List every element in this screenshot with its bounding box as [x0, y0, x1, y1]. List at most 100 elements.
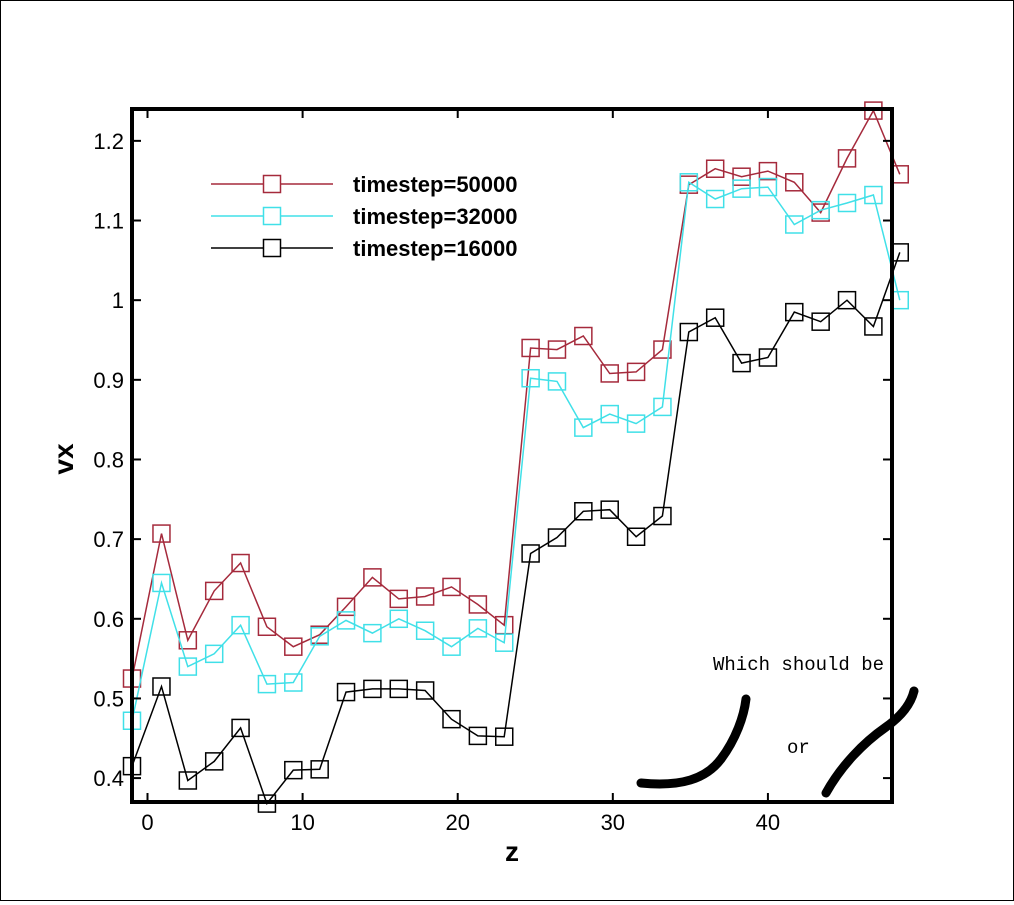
legend-marker [262, 206, 282, 226]
series-line [131, 108, 901, 679]
y-axis-label: vx [48, 443, 79, 475]
data-point [257, 674, 277, 694]
x-tick-label: 30 [601, 810, 625, 835]
data-point [653, 506, 672, 526]
data-point [468, 619, 488, 638]
data-point [363, 623, 382, 643]
data-point [626, 362, 646, 382]
data-point [837, 149, 857, 168]
data-point [204, 752, 224, 771]
data-point [442, 577, 461, 597]
legend-item: timestep=32000 [211, 204, 518, 229]
data-point [864, 317, 883, 336]
data-point [389, 679, 409, 699]
legend-item: timestep=50000 [211, 172, 518, 197]
plot-frame [130, 107, 894, 804]
annotation-which-should-be: Which should be [713, 654, 884, 676]
data-point [363, 568, 382, 587]
data-point [389, 589, 409, 609]
data-point [442, 637, 461, 656]
data-point [415, 621, 435, 640]
data-point [231, 553, 250, 573]
data-point [178, 771, 198, 790]
data-point [389, 609, 409, 629]
y-tick-label: 0.4 [93, 766, 124, 791]
data-point [705, 189, 725, 209]
data-point [837, 193, 857, 213]
data-point [600, 364, 619, 383]
data-point [547, 528, 567, 547]
data-point [600, 500, 619, 519]
data-point [705, 308, 725, 327]
data-point [521, 338, 540, 358]
data-point [415, 587, 435, 606]
data-point [626, 527, 646, 546]
x-tick-label: 0 [141, 810, 153, 835]
data-point [152, 677, 171, 696]
data-point [415, 681, 435, 700]
data-point [837, 290, 857, 310]
data-point [758, 161, 778, 181]
legend-item: timestep=16000 [211, 236, 518, 261]
data-point [178, 657, 198, 676]
data-point [547, 340, 567, 359]
y-tick-label: 1 [112, 288, 124, 313]
x-axis-label: z [505, 836, 519, 867]
data-point [231, 615, 250, 635]
x-tick-label: 40 [756, 810, 780, 835]
data-point [705, 159, 725, 178]
data-point [494, 633, 514, 652]
data-point [574, 326, 593, 346]
data-point [257, 617, 277, 637]
data-point [811, 312, 830, 331]
data-point [284, 760, 303, 780]
data-point [653, 340, 672, 359]
data-point [284, 637, 303, 656]
y-tick-label: 1.1 [93, 209, 124, 234]
annotation-or: or [787, 737, 810, 759]
legend-marker [262, 238, 282, 258]
data-point [336, 611, 356, 630]
data-point [626, 414, 646, 433]
data-point [574, 418, 593, 437]
y-tick-label: 0.5 [93, 686, 124, 711]
data-point [732, 167, 751, 186]
y-tick-label: 0.8 [93, 447, 124, 472]
data-point [310, 760, 329, 779]
x-tick-label: 20 [445, 810, 469, 835]
data-point [363, 679, 382, 699]
legend-marker [262, 174, 282, 194]
data-point [679, 322, 699, 342]
data-point [468, 595, 488, 614]
legend: timestep=50000 timestep=32000 timestep=160… [211, 172, 518, 261]
data-point [204, 581, 224, 601]
data-point [785, 173, 804, 192]
x-axis: 0 10 20 30 40 [141, 109, 780, 835]
y-axis: 0.4 0.5 0.6 0.7 0.8 0.9 1 1.1 1.2 [93, 129, 892, 791]
y-tick-label: 0.7 [93, 527, 124, 552]
data-point [811, 200, 830, 220]
data-point [785, 302, 804, 322]
data-point [231, 718, 250, 738]
data-point [547, 372, 567, 391]
data-point [864, 185, 883, 205]
data-point [521, 368, 540, 388]
data-point [336, 682, 356, 702]
y-tick-label: 0.6 [93, 607, 124, 632]
data-point [152, 573, 171, 593]
legend-label: timestep=16000 [353, 236, 518, 261]
data-point [442, 709, 461, 729]
handwritten-curve-2 [821, 686, 919, 798]
data-point [653, 397, 672, 417]
y-tick-label: 0.9 [93, 368, 124, 393]
series-line [131, 181, 901, 721]
data-point [574, 502, 593, 521]
data-point [679, 173, 699, 192]
handwritten-curve-1 [636, 694, 751, 789]
data-point [310, 627, 329, 646]
data-point [494, 727, 514, 746]
series-3 [122, 243, 910, 813]
y-tick-label: 1.2 [93, 129, 124, 154]
